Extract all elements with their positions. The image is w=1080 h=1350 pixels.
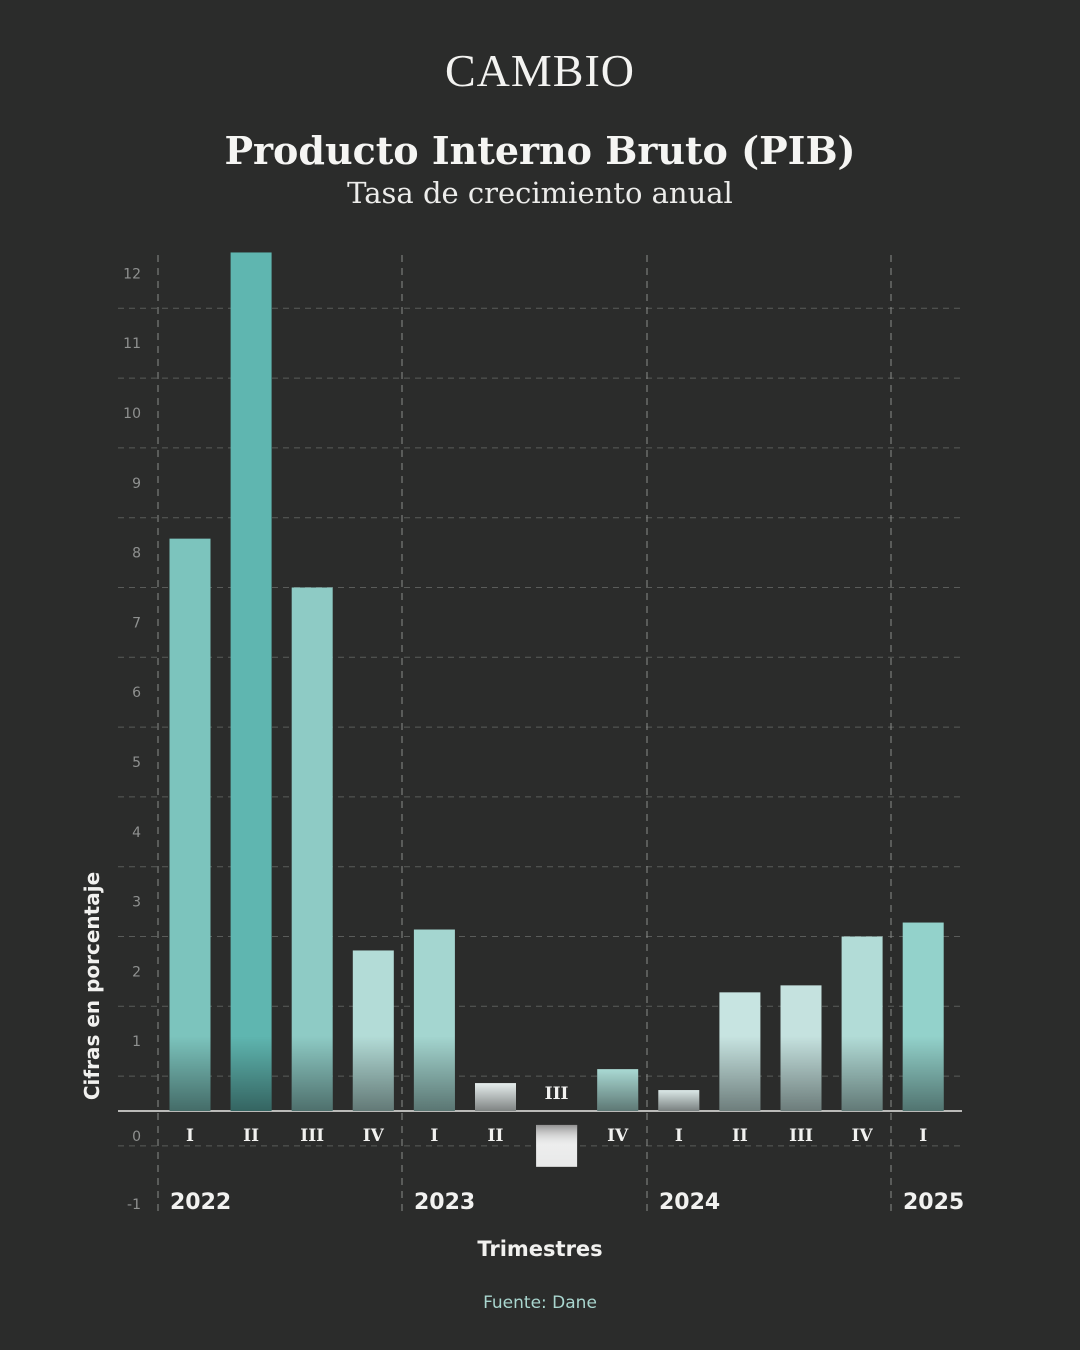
quarter-label: IV (363, 1126, 385, 1146)
x-axis-title: Trimestres (477, 1237, 603, 1261)
year-label: 2025 (903, 1190, 964, 1215)
y-tick-label: 11 (123, 336, 141, 352)
bar-shade (413, 1036, 455, 1111)
quarter-label: III (545, 1084, 569, 1104)
bar-shade (841, 1036, 883, 1111)
bar-shade (597, 1069, 639, 1111)
y-tick-label: 8 (132, 546, 141, 562)
quarter-label: II (488, 1126, 504, 1146)
y-tick-label: 4 (132, 825, 141, 841)
chart-subtitle: Tasa de crecimiento anual (347, 176, 733, 210)
bar-shade (169, 1036, 211, 1111)
bar-shade (902, 1036, 944, 1111)
quarter-label: I (186, 1126, 194, 1146)
bar-shade (719, 1036, 761, 1111)
bar-shade (475, 1083, 516, 1111)
year-label: 2022 (170, 1190, 231, 1215)
y-tick-label: 6 (132, 685, 141, 701)
y-axis-title: Cifras en porcentaje (80, 871, 104, 1101)
brand-logo: CAMBIO (444, 45, 636, 96)
source-note: Fuente: Dane (483, 1293, 597, 1313)
quarter-label: IV (852, 1126, 874, 1146)
quarter-label: I (430, 1126, 438, 1146)
bar-shade (291, 1036, 333, 1111)
y-tick-label: 7 (132, 615, 141, 631)
bar-shade (352, 1036, 394, 1111)
quarter-label: I (675, 1126, 683, 1146)
quarter-label: III (789, 1126, 813, 1146)
quarter-label: IV (607, 1126, 629, 1146)
quarter-label: II (732, 1126, 748, 1146)
year-label: 2023 (414, 1190, 475, 1215)
quarter-label: III (300, 1126, 324, 1146)
y-tick-label: -1 (127, 1197, 141, 1213)
quarter-label: I (919, 1126, 927, 1146)
y-tick-label: 1 (132, 1034, 141, 1050)
bar-shade (536, 1124, 578, 1167)
bar-shade (230, 1036, 272, 1111)
bar-shade (780, 1036, 822, 1111)
y-tick-label: 12 (123, 266, 141, 282)
chart-title: Producto Interno Bruto (PIB) (224, 128, 856, 173)
bar-shade (658, 1090, 700, 1111)
bar (291, 587, 333, 1111)
y-tick-label: 9 (132, 476, 141, 492)
y-tick-label: 5 (132, 755, 141, 771)
year-label: 2024 (659, 1190, 720, 1215)
bar (230, 252, 272, 1111)
y-tick-label: 0 (132, 1129, 141, 1145)
y-tick-label: 2 (132, 964, 141, 980)
y-tick-label: 10 (123, 406, 141, 422)
quarter-label: II (243, 1126, 259, 1146)
y-tick-label: 3 (132, 895, 141, 911)
bar (169, 538, 211, 1111)
